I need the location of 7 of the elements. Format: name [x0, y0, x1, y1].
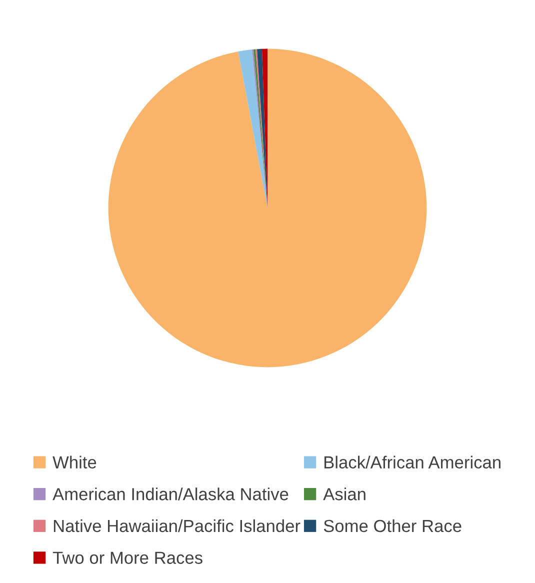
legend-label: Asian: [323, 488, 366, 500]
legend-label: Some Other Race: [324, 519, 462, 532]
legend-label: Two or More Races: [52, 552, 202, 564]
legend-label: American Indian/Alaska Native: [52, 488, 288, 500]
legend-label: White: [52, 456, 96, 469]
legend-label: Native Hawaiian/Pacific Islander: [54, 519, 300, 532]
legend-label: Black/African American: [324, 456, 500, 469]
